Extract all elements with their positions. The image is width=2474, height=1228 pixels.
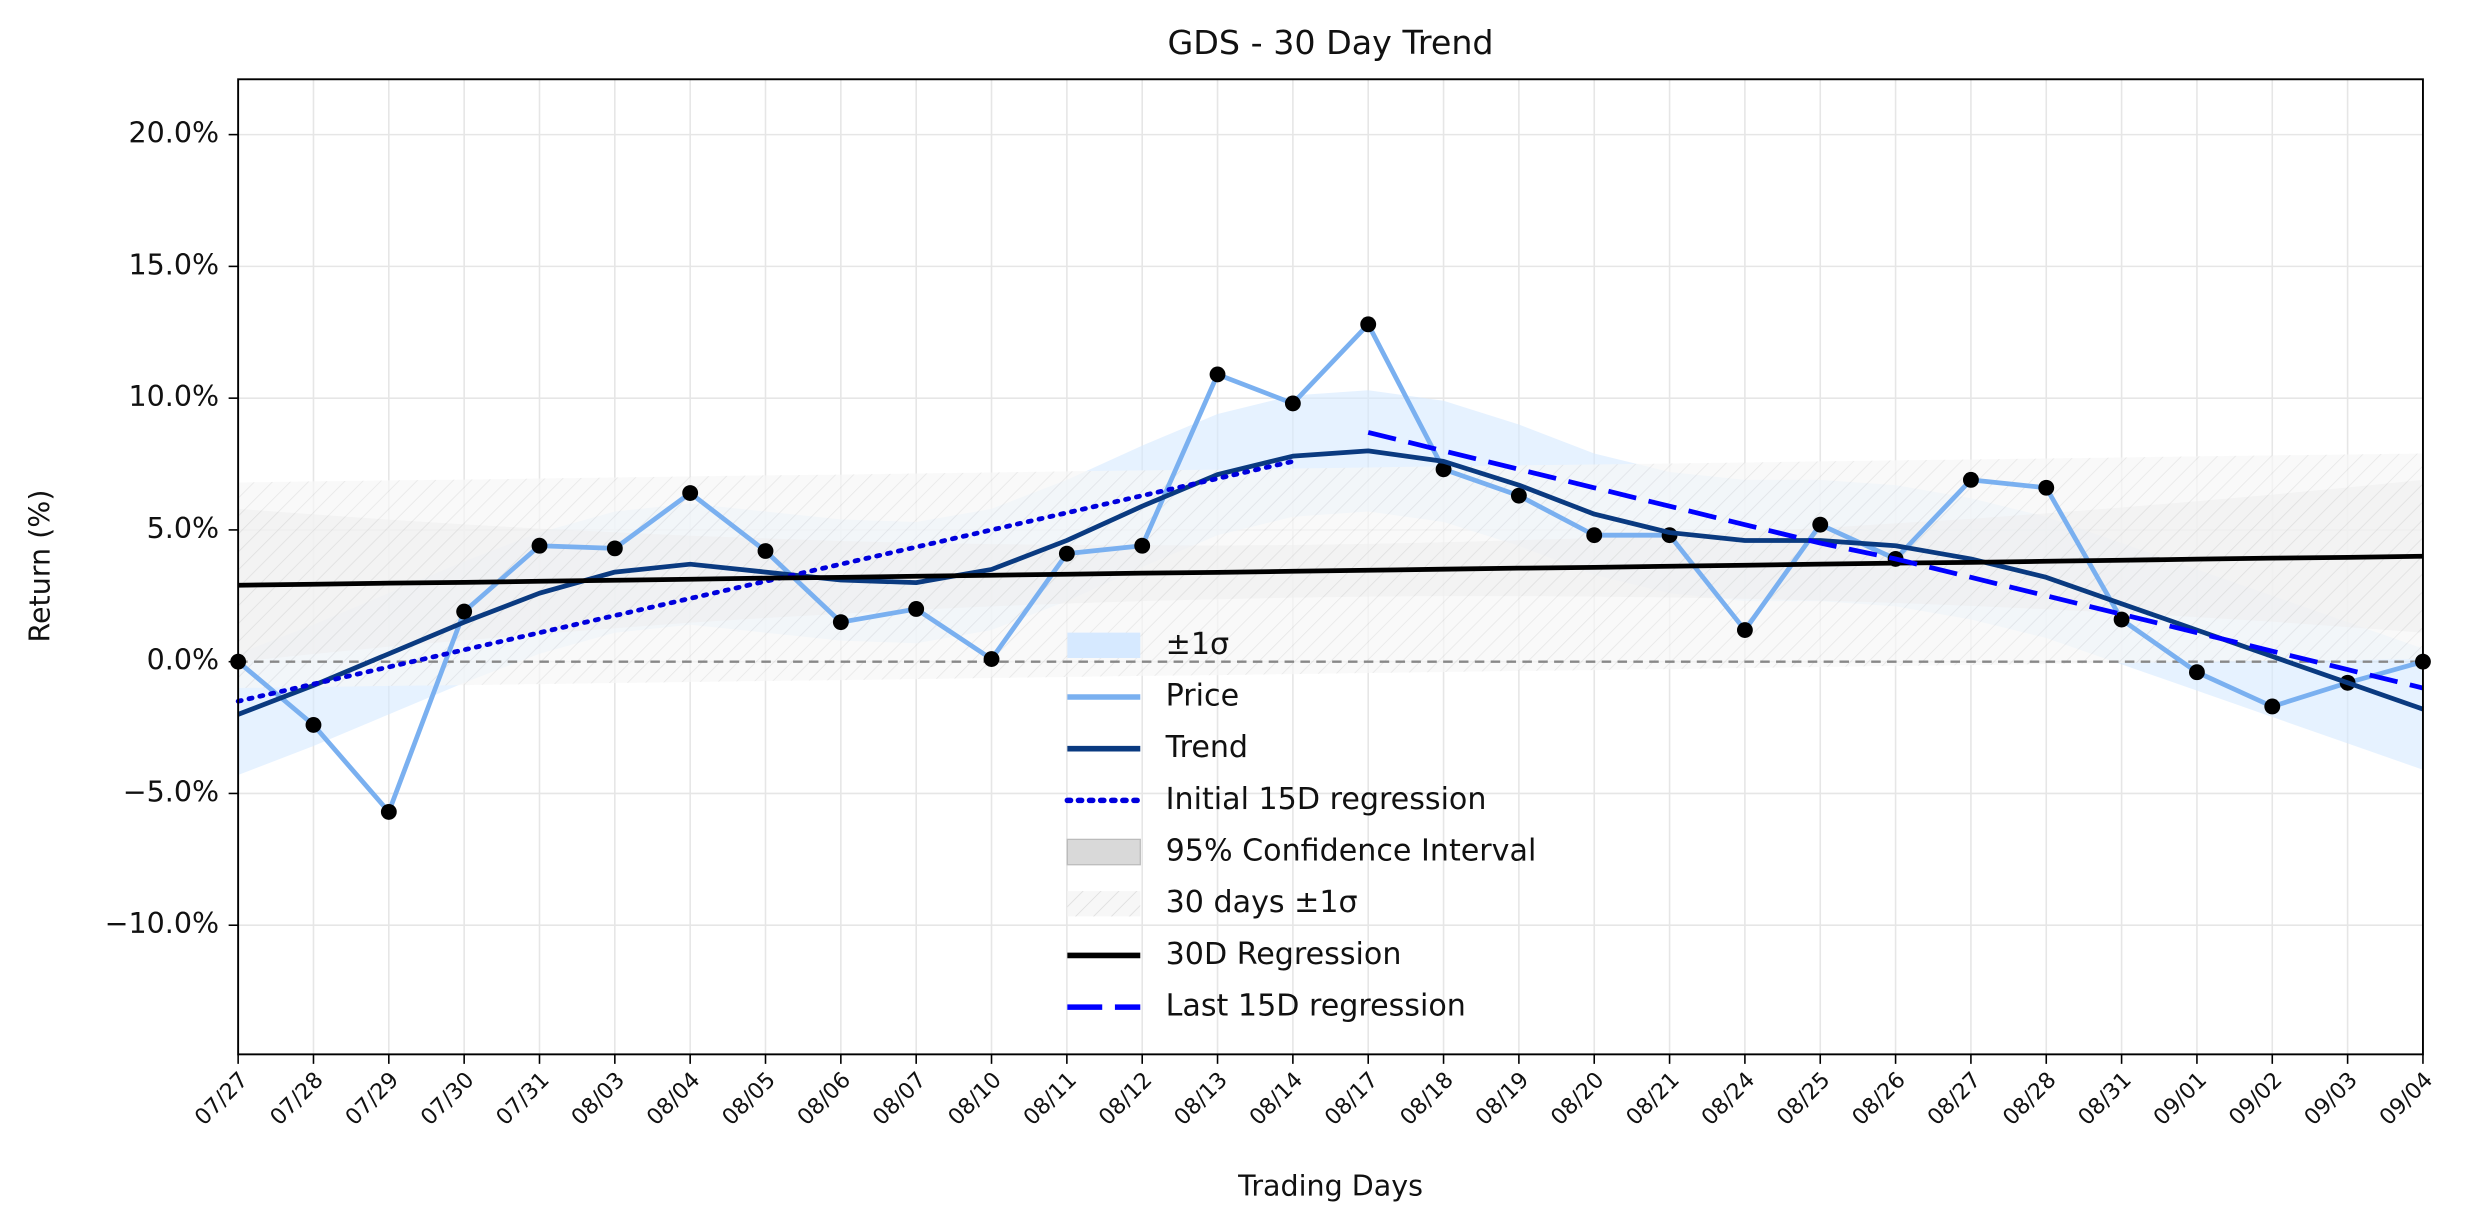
- price-point: [1209, 366, 1226, 383]
- series-line: [236, 321, 2424, 815]
- price-point: [757, 543, 774, 559]
- price-point: [305, 717, 322, 733]
- chart-title: GDS - 30 Day Trend: [1168, 23, 1494, 62]
- series-line: [237, 448, 2424, 717]
- price-point: [1962, 471, 1979, 488]
- y-tick-label: −10.0%: [105, 907, 219, 940]
- price-point: [2038, 479, 2055, 496]
- price-point: [380, 803, 397, 820]
- price-point: [908, 601, 925, 617]
- x-axis-label: Trading Days: [1237, 1170, 1423, 1203]
- y-tick-label: 5.0%: [147, 512, 219, 545]
- legend-label: Price: [1166, 678, 1239, 713]
- legend-label: Initial 15D regression: [1166, 782, 1487, 817]
- legend-label: ±1σ: [1166, 627, 1229, 662]
- price-point: [1284, 395, 1301, 412]
- price-point: [832, 614, 849, 631]
- legend-label: 30D Regression: [1166, 937, 1402, 972]
- price-point: [606, 540, 623, 557]
- price-point: [682, 485, 699, 501]
- price-point: [456, 603, 473, 620]
- series-line: [238, 553, 2423, 588]
- legend-label: Trend: [1165, 730, 1248, 765]
- price-point: [1510, 487, 1527, 504]
- legend: ±1σ Price Trend Initial 15D regression 95% C…: [1064, 627, 1537, 1024]
- price-point: [2264, 698, 2281, 715]
- price-point: [1134, 537, 1151, 554]
- price-point: [531, 537, 548, 554]
- price-point: [1435, 461, 1452, 478]
- y-tick-label: 15.0%: [129, 248, 220, 281]
- price-point: [1736, 622, 1753, 638]
- price-point: [1360, 316, 1377, 333]
- price-point: [1058, 545, 1075, 562]
- legend-swatch: [1066, 838, 1141, 866]
- series-line: [235, 459, 1296, 704]
- price-point: [1586, 527, 1603, 544]
- price-point: [1812, 516, 1829, 533]
- price-point: [2189, 664, 2205, 681]
- legend-swatch: [1067, 632, 1141, 658]
- y-tick-label: 10.0%: [129, 380, 220, 413]
- legend-swatch: [1067, 891, 1141, 917]
- y-tick-label: 20.0%: [129, 117, 220, 150]
- y-axis-label: Return (%): [24, 489, 57, 642]
- price-point: [2113, 611, 2130, 628]
- price-point: [983, 651, 1000, 667]
- legend-label: Last 15D regression: [1166, 989, 1466, 1024]
- y-tick-label: −5.0%: [123, 775, 219, 808]
- y-tick-label: 0.0%: [147, 644, 219, 677]
- series-line: [1367, 430, 2424, 691]
- legend-label: 30 days ±1σ: [1166, 885, 1358, 920]
- legend-label: 95% Confidence Interval: [1166, 834, 1537, 869]
- plot-frame: [237, 78, 2424, 1056]
